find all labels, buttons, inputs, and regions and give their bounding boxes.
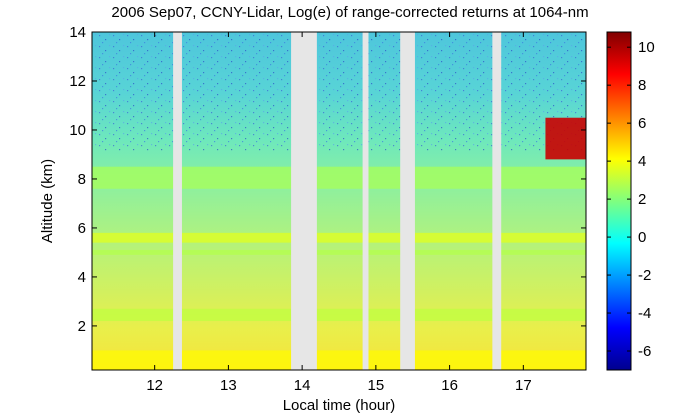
layer-4 xyxy=(92,166,586,189)
no-data-gap-1 xyxy=(291,32,317,370)
colorbar-tick-label: 10 xyxy=(638,39,655,56)
y-tick-label: 14 xyxy=(69,24,86,41)
no-data-gap-4 xyxy=(492,32,502,370)
layer-2 xyxy=(92,232,586,243)
x-tick-label: 15 xyxy=(368,377,385,394)
colorbar-tick-label: -6 xyxy=(638,343,651,360)
colorbar-tick-label: 8 xyxy=(638,77,646,94)
colorbar-tick-label: -2 xyxy=(638,267,651,284)
x-tick-label: 16 xyxy=(441,377,458,394)
colorbar: -6 -4 -2 0 2 4 6 8 10 xyxy=(606,31,655,371)
layer-5 xyxy=(545,117,586,160)
y-axis-label: Altitude (km) xyxy=(39,159,56,243)
x-tick-label: 17 xyxy=(515,377,532,394)
plot-frame xyxy=(91,31,587,371)
colorbar-tick-label: 2 xyxy=(638,191,646,208)
y-axis: 2 4 6 8 10 12 14 xyxy=(69,24,586,335)
colorbar-tick-label: 6 xyxy=(638,115,646,132)
no-data-gap-2 xyxy=(362,32,369,370)
x-tick-label: 13 xyxy=(220,377,237,394)
y-tick-label: 12 xyxy=(69,73,86,90)
colorbar-tick-label: 0 xyxy=(638,229,646,246)
y-tick-label: 4 xyxy=(78,269,86,286)
plot-area xyxy=(92,32,586,370)
colorbar-tick-label: -4 xyxy=(638,305,651,322)
x-tick-label: 12 xyxy=(146,377,163,394)
no-data-gap-3 xyxy=(400,32,415,370)
no-data-gap-0 xyxy=(173,32,182,370)
colorbar-ramp xyxy=(606,31,632,371)
y-tick-label: 2 xyxy=(78,318,86,335)
y-tick-label: 6 xyxy=(78,220,86,237)
colorbar-tick-label: 4 xyxy=(638,153,646,170)
y-tick-label: 10 xyxy=(69,122,86,139)
x-axis-label: Local time (hour) xyxy=(283,397,396,414)
layer-1 xyxy=(92,308,586,322)
layer-0 xyxy=(92,350,586,370)
x-tick-label: 14 xyxy=(294,377,311,394)
chart-title: 2006 Sep07, CCNY-Lidar, Log(e) of range-… xyxy=(111,4,589,21)
x-axis: 12 13 14 15 16 17 xyxy=(146,32,532,394)
layer-3 xyxy=(92,249,586,255)
y-tick-label: 8 xyxy=(78,171,86,188)
